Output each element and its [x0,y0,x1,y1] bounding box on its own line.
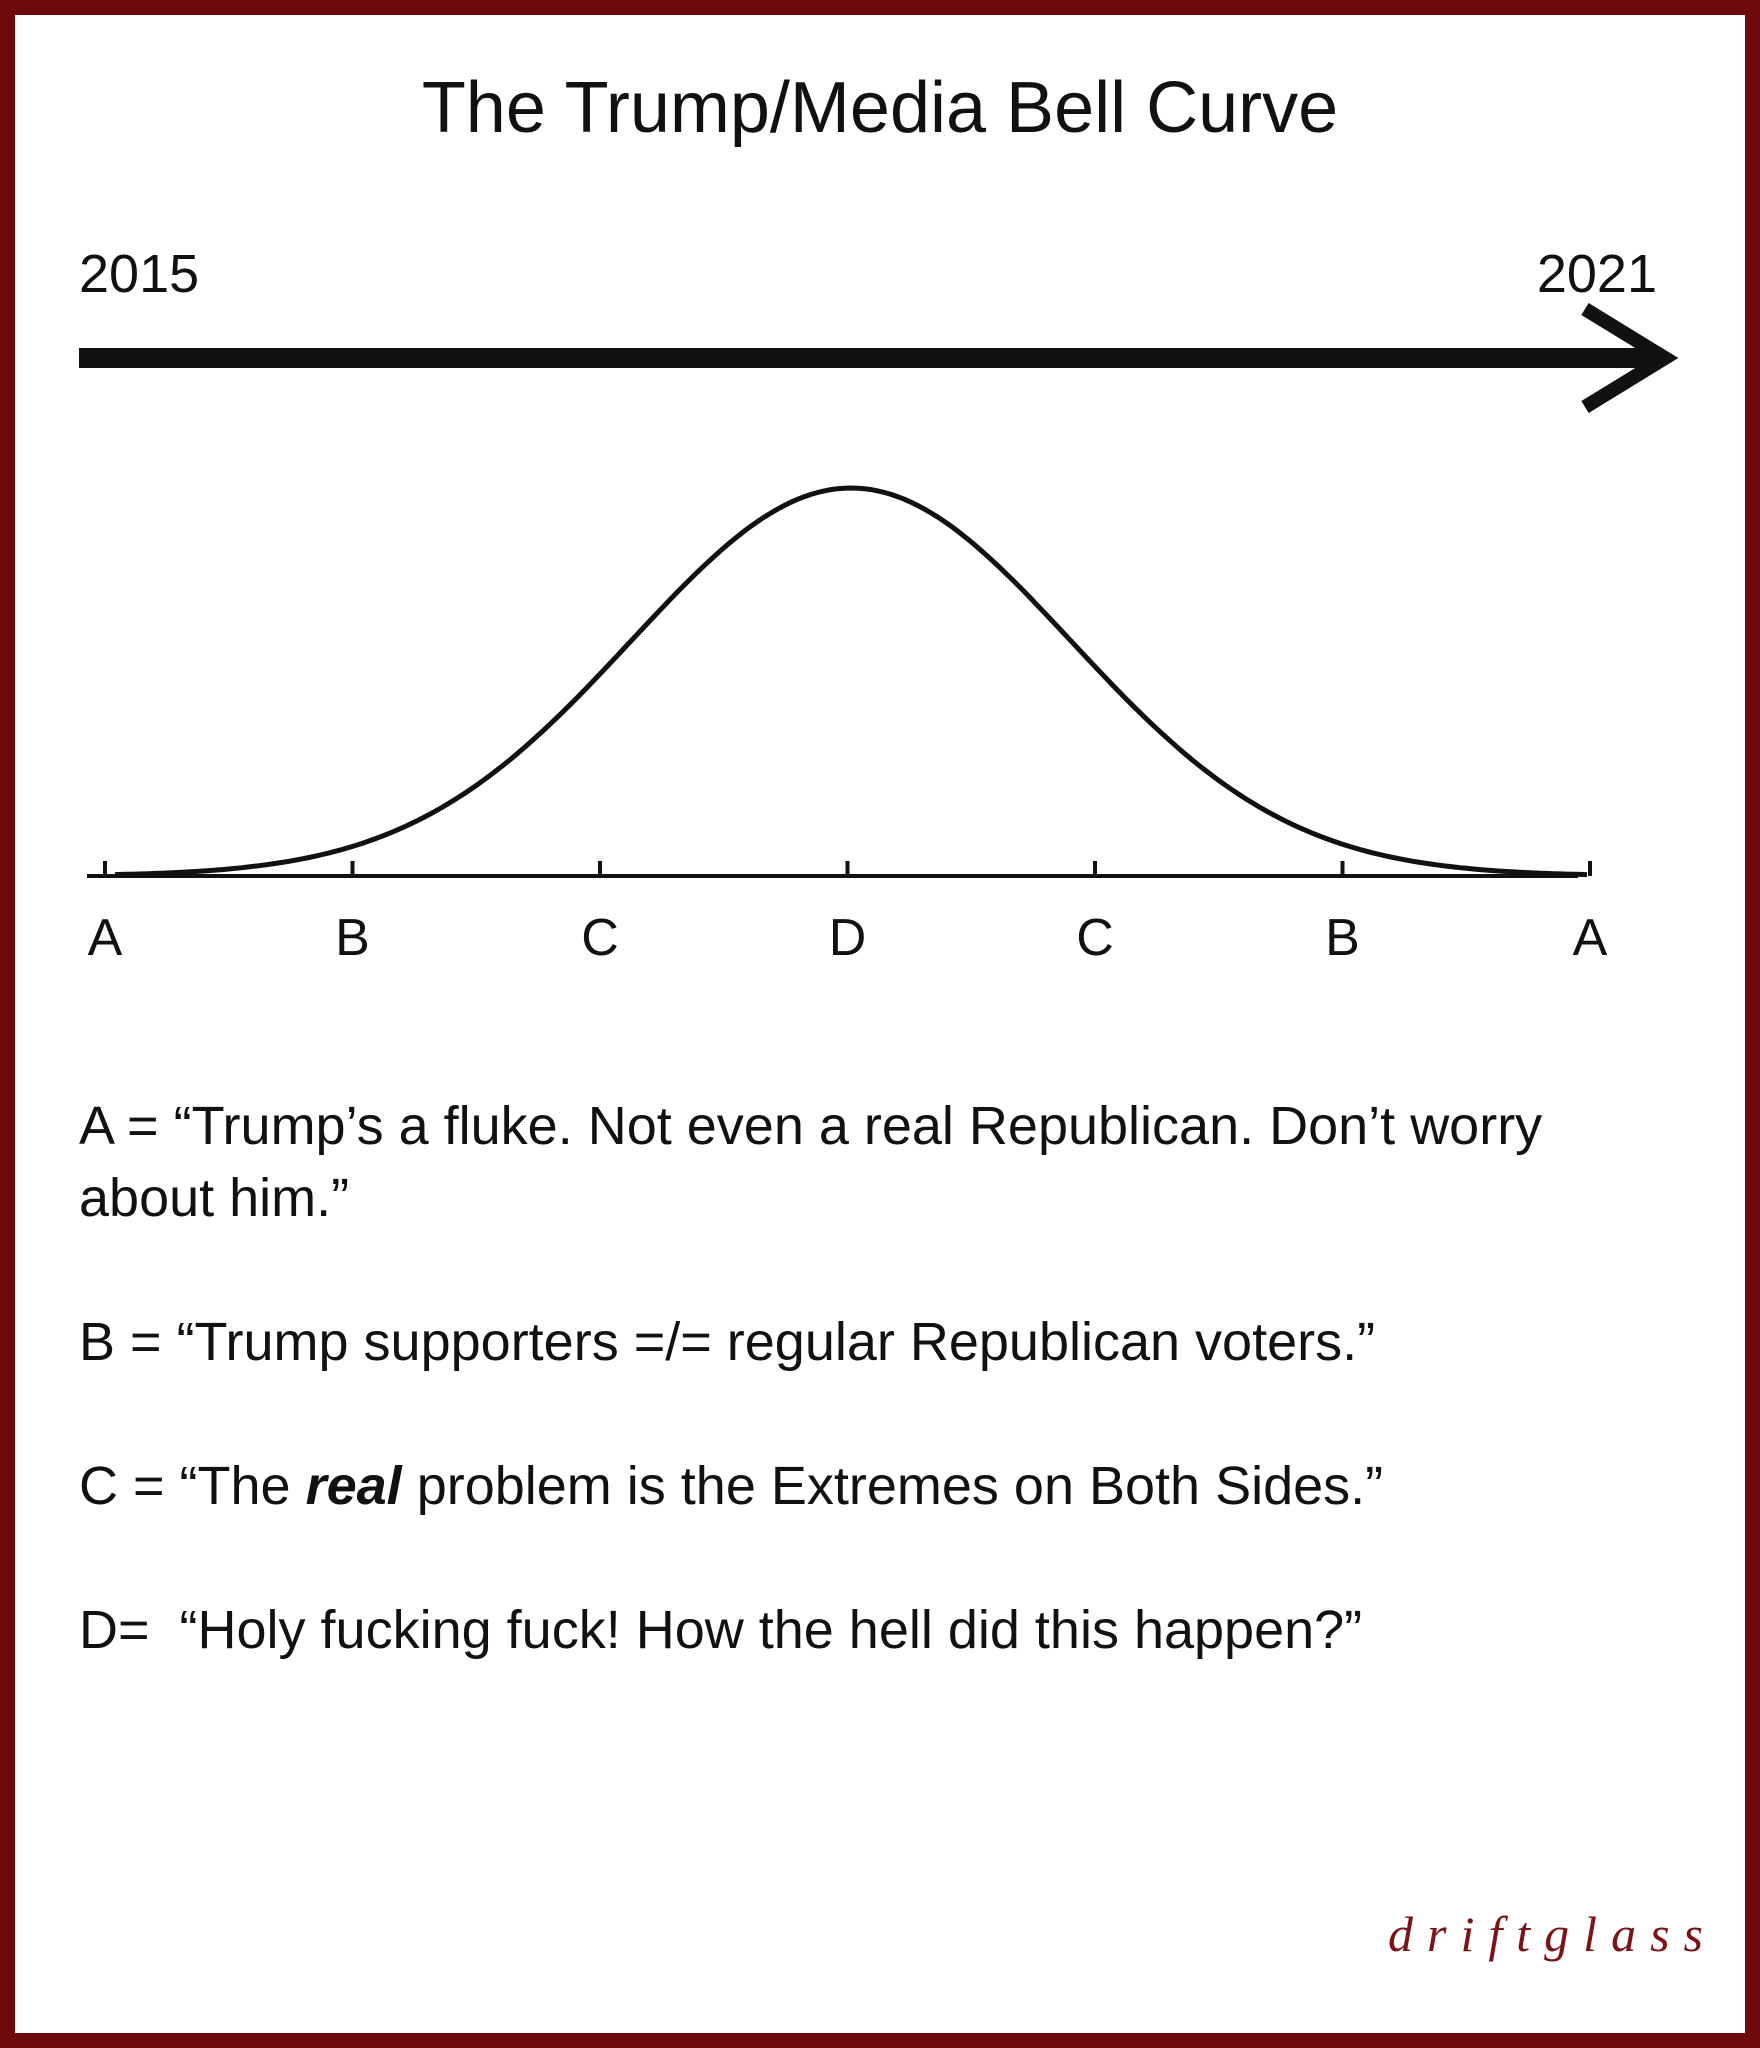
axis-label: B [335,909,370,967]
definition-d-text: “Holy fucking fuck! How the hell did thi… [179,1600,1363,1660]
axis-ticks [103,861,1592,876]
signature-logo: driftglass [1388,1906,1717,1962]
definition-b-text: “Trump supporters =/= regular Republican… [176,1312,1376,1372]
definition-a: A = “Trump’s a fluke. Not even a real Re… [79,1090,1639,1234]
axis-label: B [1325,909,1360,967]
timeline-start-label: 2015 [79,244,200,304]
definition-c-emphasis: real [305,1456,402,1516]
definition-d: D= “Holy fucking fuck! How the hell did … [79,1594,1639,1666]
axis-label: A [88,909,123,967]
definition-b: B = “Trump supporters =/= regular Republ… [79,1306,1639,1378]
definition-a-text: “Trump’s a fluke. Not even a real Republ… [79,1096,1543,1228]
timeline-arrow [79,303,1679,413]
axis-label: C [1076,909,1114,967]
definition-c-text-start: “The [179,1456,306,1516]
axis-label: C [581,909,619,967]
definition-c: C = “The real problem is the Extremes on… [79,1450,1639,1522]
axis-label: D [829,909,867,967]
poster-panel: The Trump/Media Bell Curve 2015 2021 A B C… [15,15,1745,2033]
page-title: The Trump/Media Bell Curve [421,68,1339,148]
timeline-arrow-head [1581,303,1679,413]
definition-d-label: D= [79,1600,180,1660]
definition-a-label: A = [79,1096,174,1156]
definition-c-label: C = [79,1456,180,1516]
definitions-list: A = “Trump’s a fluke. Not even a real Re… [79,1090,1639,1738]
timeline-end-label: 2021 [1536,244,1657,304]
axis-label: A [1573,909,1608,967]
bell-curve-line [114,485,1588,878]
definition-b-label: B = [79,1312,177,1372]
definition-c-text-end: problem is the Extremes on Both Sides.” [401,1456,1384,1516]
